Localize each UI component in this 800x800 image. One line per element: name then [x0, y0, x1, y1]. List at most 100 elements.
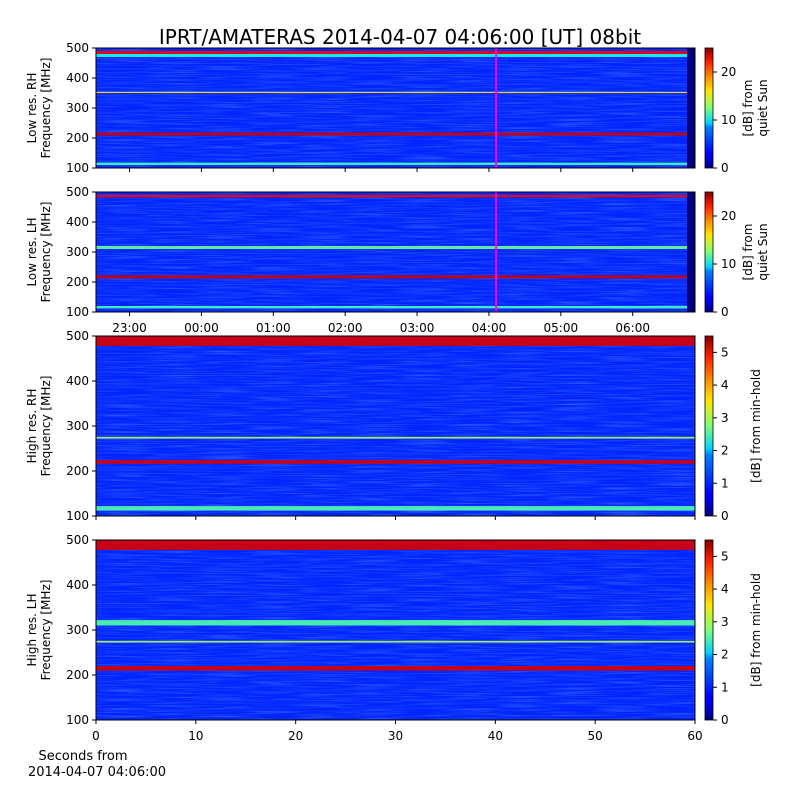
y-tick-label: 500 — [66, 329, 89, 343]
y-tick-label: 300 — [66, 101, 89, 115]
x-tick-label: 0 — [92, 729, 100, 743]
colorbar-tick-label: 10 — [721, 113, 736, 127]
y-tick-label: 200 — [66, 275, 89, 289]
emission-band — [96, 54, 695, 57]
colorbar-tick-label: 4 — [721, 582, 729, 596]
emission-band — [96, 246, 695, 249]
colorbar-label: quiet Sun — [756, 223, 770, 280]
emission-band — [96, 460, 695, 464]
spectrogram-texture — [96, 540, 695, 720]
colorbar-tick-label: 0 — [721, 305, 729, 319]
emission-band — [96, 640, 695, 643]
panel-high-rh: 100 200 300 400 500 High res. RH Frequency [MH… — [25, 329, 763, 523]
colorbar — [704, 335, 714, 517]
colorbar-tick-label: 1 — [721, 476, 729, 490]
x-tick-label: 60 — [687, 729, 702, 743]
emission-band — [96, 132, 695, 136]
x-tick-label: 10 — [188, 729, 203, 743]
y-axis-label: Frequency [MHz] — [39, 376, 53, 477]
y-axis-label: Low res. RH — [25, 73, 39, 144]
colorbar-tick-label: 0 — [721, 509, 729, 523]
y-tick-label: 400 — [66, 215, 89, 229]
y-tick-label: 100 — [66, 161, 89, 175]
colorbar-tick-label: 5 — [721, 345, 729, 359]
x-tick-label: 00:00 — [184, 321, 219, 335]
y-tick-label: 100 — [66, 713, 89, 727]
emission-band — [96, 620, 695, 626]
colorbar-tick-label: 3 — [721, 615, 729, 629]
y-axis-label: Frequency [MHz] — [39, 58, 53, 159]
colorbar-tick-label: 10 — [721, 257, 736, 271]
y-tick-label: 400 — [66, 71, 89, 85]
colorbar — [704, 191, 714, 313]
colorbar-tick-label: 20 — [721, 65, 736, 79]
colorbar-label: quiet Sun — [756, 79, 770, 136]
y-tick-label: 100 — [66, 509, 89, 523]
y-tick-label: 300 — [66, 245, 89, 259]
y-tick-label: 300 — [66, 419, 89, 433]
y-tick-label: 500 — [66, 185, 89, 199]
emission-band — [96, 336, 695, 346]
no-data-strip — [687, 48, 695, 168]
emission-band — [96, 506, 695, 511]
no-data-strip — [687, 192, 695, 312]
colorbar — [704, 47, 714, 169]
colorbar-tick-label: 2 — [721, 444, 729, 458]
y-tick-label: 400 — [66, 578, 89, 592]
emission-band — [96, 436, 695, 439]
y-axis-label: Low res. LH — [25, 217, 39, 286]
emission-band — [96, 275, 695, 279]
colorbar-tick-label: 20 — [721, 209, 736, 223]
emission-band — [96, 306, 695, 309]
colorbar-tick-label: 3 — [721, 411, 729, 425]
x-tick-label: 01:00 — [256, 321, 291, 335]
x-tick-label: 20 — [288, 729, 303, 743]
colorbar-tick-label: 2 — [721, 648, 729, 662]
emission-band — [96, 91, 695, 93]
y-axis-label: High res. RH — [25, 389, 39, 464]
emission-band — [96, 162, 695, 165]
emission-band — [96, 195, 695, 198]
y-tick-label: 200 — [66, 668, 89, 682]
y-axis-label: Frequency [MHz] — [39, 580, 53, 681]
y-axis-label: Frequency [MHz] — [39, 202, 53, 303]
colorbar-tick-label: 5 — [721, 549, 729, 563]
colorbar-label: [dB] from min-hold — [749, 369, 763, 483]
x-tick-label: 04:00 — [472, 321, 507, 335]
x-tick-label: 50 — [588, 729, 603, 743]
spectrogram-texture — [96, 192, 695, 312]
y-tick-label: 400 — [66, 374, 89, 388]
spectrogram-texture — [96, 336, 695, 516]
x-tick-label: 40 — [488, 729, 503, 743]
colorbar-tick-label: 4 — [721, 378, 729, 392]
y-tick-label: 500 — [66, 41, 89, 55]
colorbar-tick-label: 1 — [721, 680, 729, 694]
y-tick-label: 300 — [66, 623, 89, 637]
figure-title: IPRT/AMATERAS 2014-04-07 04:06:00 [UT] 0… — [159, 25, 641, 49]
x-axis-label-line2: 2014-04-07 04:06:00 — [28, 765, 166, 780]
spectrogram-texture — [96, 48, 695, 168]
y-tick-label: 200 — [66, 131, 89, 145]
colorbar — [704, 539, 714, 721]
x-tick-label: 05:00 — [544, 321, 579, 335]
emission-band — [96, 540, 695, 550]
x-tick-label: 03:00 — [400, 321, 435, 335]
y-axis-label: High res. LH — [25, 593, 39, 666]
x-tick-label: 06:00 — [615, 321, 650, 335]
x-tick-label: 23:00 — [112, 321, 147, 335]
colorbar-tick-label: 0 — [721, 713, 729, 727]
x-tick-label: 30 — [388, 729, 403, 743]
y-tick-label: 200 — [66, 464, 89, 478]
colorbar-label: [dB] from — [741, 80, 755, 137]
y-tick-label: 100 — [66, 305, 89, 319]
panel-low-lh: 23:00 00:00 01:00 02:00 03:00 04:00 05:00 06:00… — [25, 185, 770, 335]
colorbar-label: [dB] from — [741, 224, 755, 281]
colorbar-label: [dB] from min-hold — [749, 573, 763, 687]
x-tick-label: 02:00 — [328, 321, 363, 335]
emission-band — [96, 666, 695, 671]
y-tick-label: 500 — [66, 533, 89, 547]
colorbar-tick-label: 0 — [721, 161, 729, 175]
